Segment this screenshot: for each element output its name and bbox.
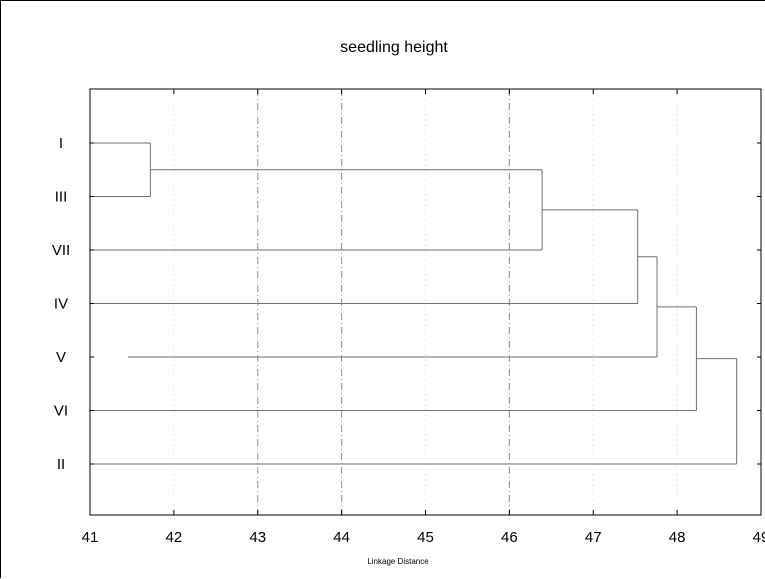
- x-tick-label-47: 47: [585, 529, 602, 546]
- x-axis-label: Linkage Distance: [367, 557, 429, 566]
- x-tick-label-46: 46: [501, 529, 518, 546]
- grid-lines: [173, 89, 678, 515]
- x-tick-label-44: 44: [333, 529, 350, 546]
- dendrogram-links: [90, 142, 738, 465]
- chart-title: seedling height: [340, 39, 448, 56]
- leaf-label-VI: VI: [54, 403, 68, 420]
- leaf-label-VII: VII: [52, 242, 70, 259]
- leaf-label-III: III: [55, 189, 68, 206]
- leaf-label-V: V: [56, 349, 66, 366]
- x-tick-label-48: 48: [669, 529, 686, 546]
- x-tick-label-45: 45: [417, 529, 434, 546]
- leaf-label-IV: IV: [54, 296, 68, 313]
- leaf-label-II: II: [57, 456, 65, 473]
- x-tick-label-42: 42: [166, 529, 183, 546]
- x-tick-label-49: 49: [753, 529, 765, 546]
- x-tick-label-43: 43: [249, 529, 266, 546]
- leaf-label-I: I: [59, 135, 63, 152]
- x-tick-label-41: 41: [82, 529, 99, 546]
- plot-area: [89, 88, 762, 516]
- x-axis-ticks: 41 42 43 44 45 46 47 48 49: [82, 89, 765, 546]
